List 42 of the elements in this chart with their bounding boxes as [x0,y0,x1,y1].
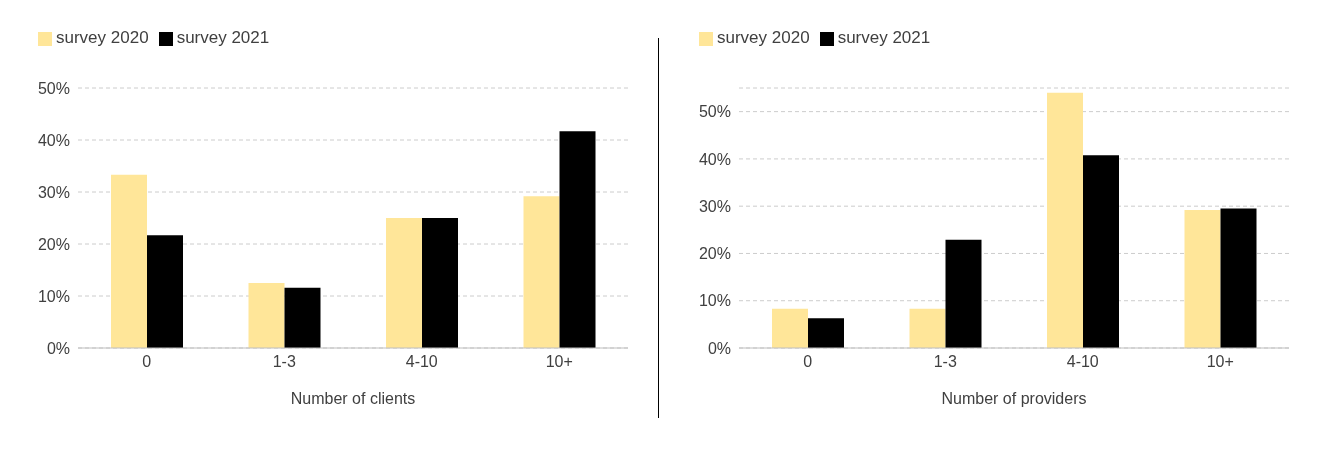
bar [386,218,422,348]
bar [945,239,982,348]
y-tick-label: 50% [698,103,731,121]
y-tick-label: 30% [37,183,70,201]
y-tick-label: 20% [698,245,731,263]
bar [1184,209,1221,348]
x-axis-title: Number of clients [290,390,416,407]
y-tick-label: 50% [37,79,70,97]
bar [422,218,458,348]
x-tick-label: 1-3 [272,353,296,371]
bar [1047,92,1083,348]
bar [284,287,321,348]
x-tick-label: 0 [803,353,813,371]
y-tick-label: 0% [707,339,731,357]
legend-label: survey 2021 [837,28,931,47]
bar [1220,208,1257,348]
bar [147,235,183,348]
y-tick-label: 30% [698,197,731,215]
bar [1083,155,1119,348]
bar [909,308,946,348]
x-tick-label: 0 [142,353,152,371]
legend-label: survey 2020 [717,28,810,47]
bar [111,174,147,348]
x-axis-title: Number of providers [941,390,1087,407]
y-tick-label: 10% [698,292,731,310]
y-tick-label: 40% [698,150,731,168]
y-tick-label: 0% [46,339,70,357]
x-tick-label: 4-10 [1066,353,1099,371]
bar [772,308,808,348]
y-tick-label: 40% [37,131,70,149]
y-tick-label: 20% [37,235,70,253]
x-tick-label: 10+ [1206,353,1234,371]
bar [248,283,285,348]
bar [808,318,844,348]
bar [559,131,596,348]
legend-label: survey 2021 [176,28,270,47]
bar [523,196,560,348]
y-tick-label: 10% [37,287,70,305]
x-tick-label: 4-10 [405,353,438,371]
legend-label: survey 2020 [56,28,149,47]
x-tick-label: 1-3 [933,353,957,371]
x-tick-label: 10+ [545,353,573,371]
